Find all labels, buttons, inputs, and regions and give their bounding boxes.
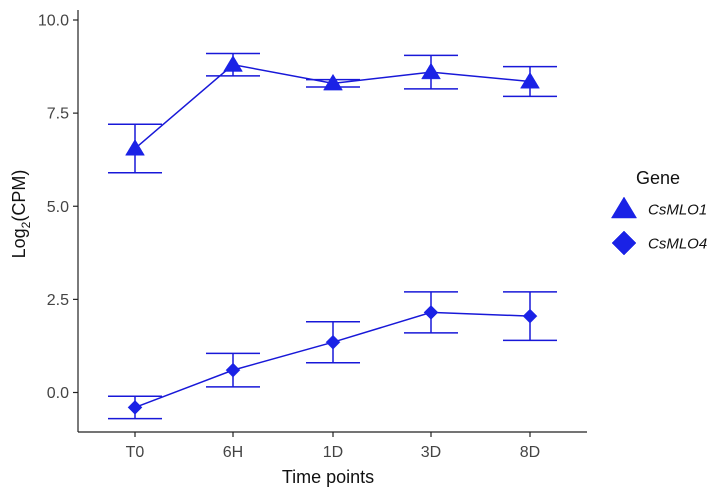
triangle-point <box>223 55 243 72</box>
legend-item-CsMLO4: CsMLO4 <box>611 230 707 256</box>
x-tick-label: 1D <box>323 444 343 461</box>
triangle-point <box>421 62 441 80</box>
diamond-point <box>225 362 241 378</box>
y-axis-title-subscript: 2 <box>19 221 33 228</box>
series-layer <box>108 52 557 420</box>
y-tick-label: 5.0 <box>47 199 69 216</box>
legend-title: Gene <box>636 168 680 188</box>
legend-diamond-icon <box>611 230 637 256</box>
y-axis-title-tail: (CPM) <box>9 170 29 222</box>
diamond-point <box>522 308 538 324</box>
legend-item-CsMLO1: CsMLO1 <box>610 196 707 219</box>
x-axis-title: Time points <box>282 467 374 487</box>
y-axis-title: Log2(CPM) <box>9 170 33 259</box>
x-ticks: T0 6H 1D 3D 8D <box>126 432 540 461</box>
y-tick-label: 2.5 <box>47 292 69 309</box>
diamond-point <box>325 334 341 350</box>
axes <box>77 10 587 433</box>
x-tick-label: 3D <box>421 444 441 461</box>
triangle-point <box>520 71 540 89</box>
y-ticks: 0.0 2.5 5.0 7.5 10.0 <box>38 13 78 402</box>
series-CsMLO4 <box>108 291 557 420</box>
legend-items: CsMLO1 CsMLO4 <box>610 196 707 256</box>
y-tick-label: 0.0 <box>47 385 69 402</box>
x-tick-label: 8D <box>520 444 540 461</box>
x-tick-label: 6H <box>223 444 243 461</box>
series-CsMLO1 <box>108 52 557 174</box>
y-tick-label: 7.5 <box>47 106 69 123</box>
triangle-point <box>125 139 145 156</box>
legend: Gene CsMLO1 CsMLO4 <box>610 168 707 256</box>
y-axis-title-main: Log <box>9 228 29 258</box>
diamond-point <box>423 305 439 320</box>
x-tick-label: T0 <box>126 444 145 461</box>
legend-triangle-icon <box>610 196 638 219</box>
triangle-point <box>323 73 343 91</box>
legend-label: CsMLO4 <box>648 236 707 253</box>
diamond-point <box>127 400 143 415</box>
legend-label: CsMLO1 <box>648 202 707 219</box>
y-tick-label: 10.0 <box>38 13 69 30</box>
